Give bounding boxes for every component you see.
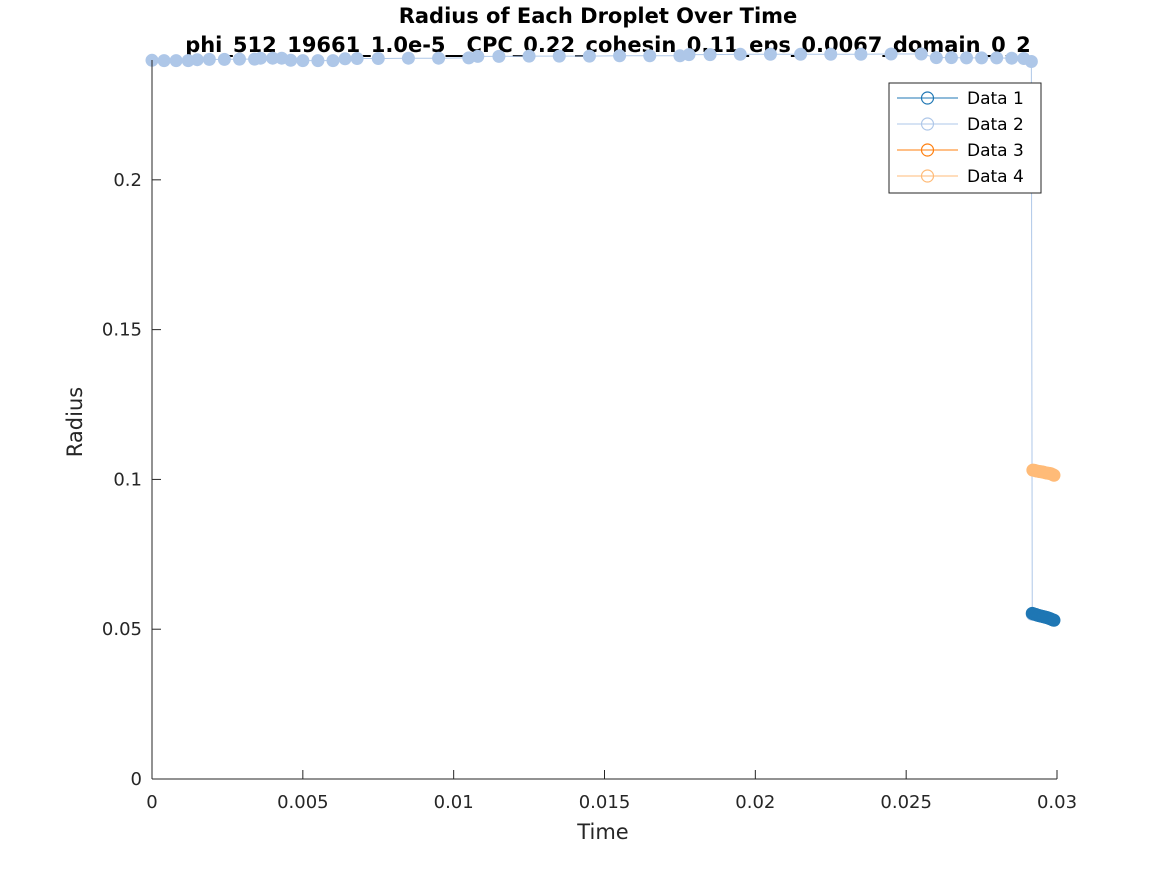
data-point-data-1	[1047, 613, 1061, 627]
data-point-data-2	[401, 51, 415, 65]
plot-area	[145, 47, 1061, 627]
data-point-data-2	[1005, 51, 1019, 65]
data-point-data-2	[682, 48, 696, 62]
chart-title: Radius of Each Droplet Over Time	[399, 4, 798, 28]
y-tick-label: 0.2	[113, 170, 142, 191]
data-point-data-2	[990, 51, 1004, 65]
data-point-data-2	[338, 52, 352, 66]
data-point-data-2	[582, 49, 596, 63]
legend-label-data-3: Data 3	[967, 141, 1024, 161]
x-tick-label: 0	[146, 792, 157, 813]
x-tick-label: 0.03	[1037, 792, 1077, 813]
data-point-data-2	[703, 48, 717, 62]
data-point-data-2	[432, 51, 446, 65]
data-point-data-2	[643, 49, 657, 63]
x-axis-label: Time	[576, 820, 628, 844]
y-axis-label: Radius	[63, 387, 87, 457]
data-point-data-2	[232, 52, 246, 66]
data-point-data-2	[371, 52, 385, 65]
data-point-data-2	[284, 53, 298, 67]
legend-label-data-4: Data 4	[967, 167, 1024, 187]
legend-box	[888, 82, 1042, 194]
x-tick-label: 0.025	[880, 792, 932, 813]
y-tick-label: 0.1	[113, 469, 142, 490]
data-point-data-2	[794, 47, 808, 61]
legend-marker-data-1	[920, 91, 935, 105]
data-point-data-2	[202, 52, 216, 66]
legend-label-data-1: Data 1	[967, 89, 1024, 109]
series-data-2	[145, 47, 1039, 621]
data-point-data-2	[157, 54, 171, 68]
data-point-data-2	[190, 53, 204, 67]
data-point-data-2	[492, 49, 506, 63]
data-point-data-2	[613, 49, 627, 63]
data-point-data-2	[1024, 55, 1038, 68]
data-point-data-2	[522, 49, 536, 63]
legend-entry-data-3: Data 3	[897, 141, 1024, 161]
legend-label-data-2: Data 2	[967, 115, 1024, 135]
data-point-data-2	[311, 54, 325, 68]
data-point-data-2	[169, 54, 183, 68]
data-point-data-2	[733, 47, 747, 61]
data-point-data-2	[914, 47, 928, 61]
legend: Data 1 Data 2 Data 3 Data 4	[888, 82, 1042, 194]
data-point-data-2	[350, 52, 364, 65]
data-point-data-2	[854, 47, 868, 61]
data-point-data-2	[552, 49, 566, 63]
legend-entry-data-1: Data 1	[897, 89, 1024, 109]
x-tick-label: 0.01	[434, 792, 474, 813]
data-point-data-2	[296, 54, 310, 68]
data-point-data-2	[326, 54, 340, 68]
y-axis-ticks: 0 0.05 0.1 0.15 0.2	[102, 170, 161, 790]
data-point-data-4	[1047, 468, 1061, 482]
data-point-data-2	[471, 49, 485, 63]
data-point-data-2	[884, 47, 898, 61]
data-point-data-2	[960, 51, 973, 65]
legend-marker-data-3	[920, 143, 935, 157]
series-data-1	[1025, 606, 1061, 627]
y-tick-label: 0.05	[102, 619, 142, 640]
x-tick-label: 0.015	[579, 792, 631, 813]
legend-entry-data-4: Data 4	[897, 167, 1024, 187]
data-point-data-2	[254, 51, 268, 65]
x-tick-label: 0.02	[735, 792, 775, 813]
x-tick-label: 0.005	[277, 792, 329, 813]
y-tick-label: 0	[131, 769, 142, 790]
data-point-data-2	[824, 47, 838, 61]
data-point-data-2	[929, 51, 943, 65]
legend-marker-data-2	[920, 117, 935, 131]
data-point-data-2	[944, 51, 958, 65]
data-point-data-2	[975, 51, 989, 65]
data-point-data-2	[217, 52, 231, 66]
legend-marker-data-4	[920, 169, 935, 183]
y-tick-label: 0.15	[102, 320, 142, 341]
x-axis-ticks: 0 0.005 0.01 0.015 0.02 0.025 0.03	[146, 770, 1077, 813]
data-point-data-2	[763, 47, 777, 61]
chart-subtitle: phi_512_19661_1.0e-5__CPC_0.22_cohesin_0…	[185, 33, 1031, 57]
series-data-4	[1026, 463, 1061, 482]
legend-entry-data-2: Data 2	[897, 115, 1024, 135]
